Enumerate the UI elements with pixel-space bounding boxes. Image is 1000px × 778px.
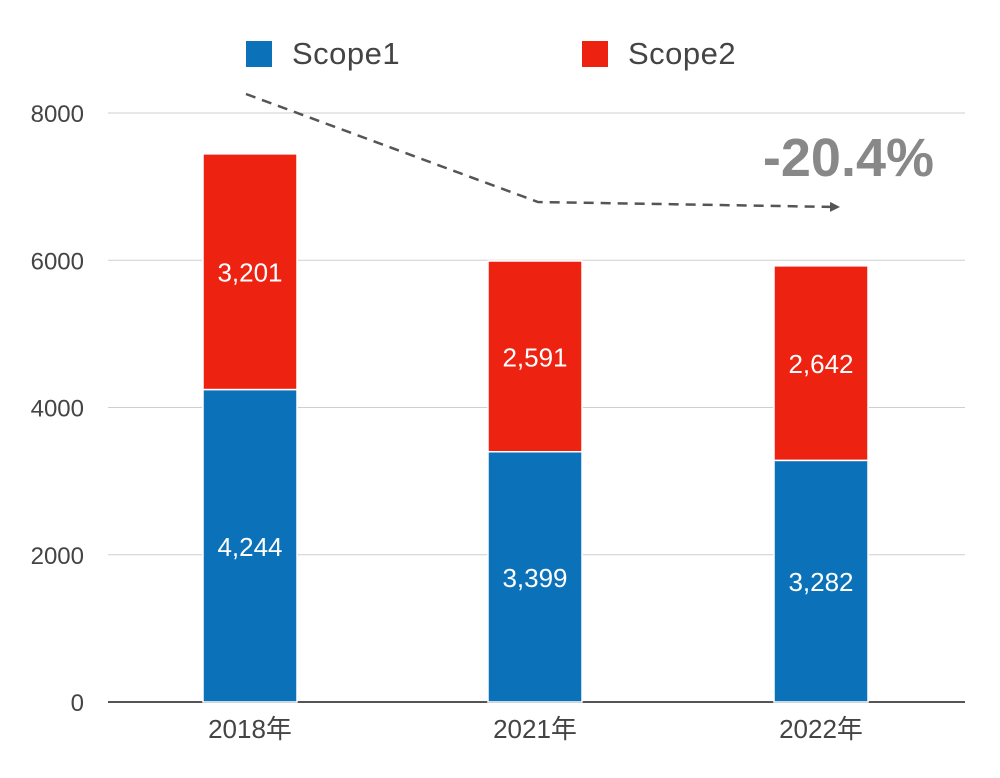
bar-scope1-1 — [487, 450, 583, 703]
legend-swatch-scope1 — [246, 41, 272, 67]
y-axis-tick-labels: 0 2000 4000 6000 8000 — [31, 101, 84, 717]
bars: 4,244 3,201 3,399 2,591 3,282 2,642 — [202, 153, 869, 703]
trend-arrow — [245, 92, 840, 212]
reduction-annotation: -20.4% — [763, 128, 934, 188]
y-tick-label: 0 — [71, 690, 84, 717]
x-tick-label: 2022年 — [779, 714, 863, 744]
legend: Scope1 Scope2 — [0, 36, 1000, 76]
x-tick-label: 2018年 — [208, 714, 292, 744]
legend-label-scope2: Scope2 — [628, 36, 737, 71]
data-label-scope1-2: 3,282 — [788, 567, 853, 597]
data-label-scope1-1: 3,399 — [502, 563, 567, 593]
bar-scope2-0 — [202, 153, 298, 391]
y-tick-label: 6000 — [31, 248, 84, 275]
x-axis-tick-labels: 2018年 2021年 2022年 — [208, 714, 863, 744]
legend-item-scope2: Scope2 — [582, 36, 736, 72]
data-label-scope1-0: 4,244 — [217, 532, 282, 562]
data-label-scope2-0: 3,201 — [217, 258, 282, 288]
legend-label-scope1: Scope1 — [292, 36, 401, 71]
y-tick-label: 4000 — [31, 396, 84, 423]
x-tick-label: 2021年 — [493, 714, 577, 744]
legend-swatch-scope2 — [582, 41, 608, 67]
y-tick-label: 2000 — [31, 543, 84, 570]
trend-annotation: -20.4% — [245, 92, 934, 212]
bar-scope2-2 — [773, 265, 869, 462]
y-tick-label: 8000 — [31, 101, 84, 128]
legend-item-scope1: Scope1 — [246, 36, 400, 72]
data-label-scope2-2: 2,642 — [788, 349, 853, 379]
bar-scope1-0 — [202, 388, 298, 703]
bar-scope2-1 — [487, 260, 583, 453]
bar-scope1-2 — [773, 459, 869, 703]
data-label-scope2-1: 2,591 — [502, 342, 567, 372]
